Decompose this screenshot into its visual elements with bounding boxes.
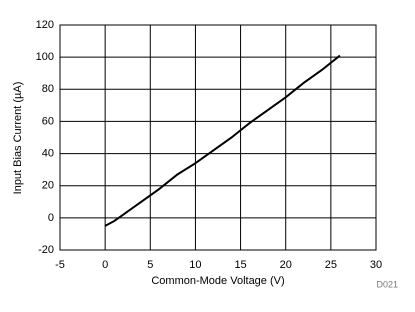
x-tick-label: 0 xyxy=(102,259,108,271)
x-tick-label: 5 xyxy=(147,259,153,271)
x-axis-label: Common-Mode Voltage (V) xyxy=(151,275,284,287)
y-tick-label: 60 xyxy=(42,115,54,127)
x-tick-label: -5 xyxy=(55,259,65,271)
x-tick-label: 20 xyxy=(280,259,292,271)
figure-id: D021 xyxy=(376,279,398,289)
y-axis-label: Input Bias Current (µA) xyxy=(12,82,24,195)
x-tick-label: 25 xyxy=(325,259,337,271)
x-tick-label: 10 xyxy=(189,259,201,271)
plot-frame xyxy=(59,24,377,251)
data-line xyxy=(104,54,341,227)
y-tick-label: 0 xyxy=(48,212,54,224)
y-tick-label: 40 xyxy=(42,147,54,159)
y-tick-label: 120 xyxy=(36,19,54,31)
x-tick-label: 15 xyxy=(234,259,246,271)
y-tick-label: 80 xyxy=(42,83,54,95)
y-tick-label: 20 xyxy=(42,180,54,192)
y-tick-label: -20 xyxy=(38,244,54,256)
y-tick-label: 100 xyxy=(36,51,54,63)
x-tick-label: 30 xyxy=(370,259,382,271)
